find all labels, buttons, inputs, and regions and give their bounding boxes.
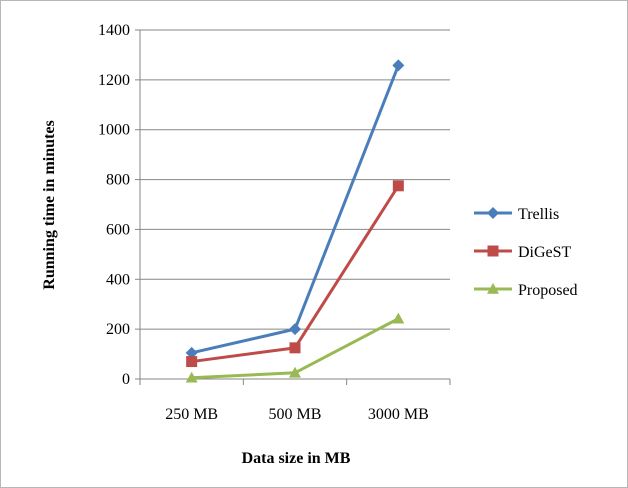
gridlines — [140, 29, 450, 330]
data-point-digest — [289, 342, 301, 354]
data-point-trellis — [392, 59, 405, 72]
legend-item-digest: DiGeST — [474, 244, 572, 261]
data-point-digest — [392, 180, 404, 192]
legend-marker-digest — [487, 245, 499, 257]
y-tick-label: 1200 — [98, 72, 130, 89]
x-axis-title: Data size in MB — [242, 450, 351, 467]
series-line-trellis — [191, 64, 400, 355]
y-tick-label: 800 — [106, 172, 130, 189]
data-point-trellis — [289, 323, 301, 336]
x-tick-label: 250 MB — [165, 406, 218, 423]
legend-item-trellis: Trellis — [474, 206, 559, 223]
y-tick-label: 200 — [106, 321, 130, 338]
y-tick-label: 600 — [106, 221, 130, 238]
tick-labels: 0 200 400 600 800 1000 1200 1400 250 MB 500 MB 300… — [98, 22, 429, 423]
legend-label-trellis: Trellis — [518, 206, 559, 223]
legend-item-proposed: Proposed — [474, 282, 578, 299]
legend: Trellis DiGeST Proposed — [474, 206, 578, 299]
data-point-proposed — [185, 371, 198, 383]
y-tick-label: 0 — [122, 371, 130, 388]
series-lines — [185, 59, 405, 383]
x-tick-label: 3000 MB — [368, 406, 429, 423]
data-point-digest — [186, 356, 198, 368]
y-tick-label: 1400 — [98, 22, 130, 39]
data-point-trellis — [185, 346, 198, 359]
x-tick-label: 500 MB — [269, 406, 322, 423]
y-axis-title: Running time in minutes — [41, 120, 58, 289]
data-point-proposed — [392, 312, 405, 324]
legend-marker-proposed — [487, 283, 499, 294]
legend-label-digest: DiGeST — [518, 244, 572, 261]
legend-marker-trellis — [487, 207, 499, 219]
data-point-proposed — [289, 366, 301, 378]
legend-label-proposed: Proposed — [518, 282, 578, 299]
y-tick-label: 400 — [106, 271, 130, 288]
y-tick-label: 1000 — [98, 122, 130, 139]
